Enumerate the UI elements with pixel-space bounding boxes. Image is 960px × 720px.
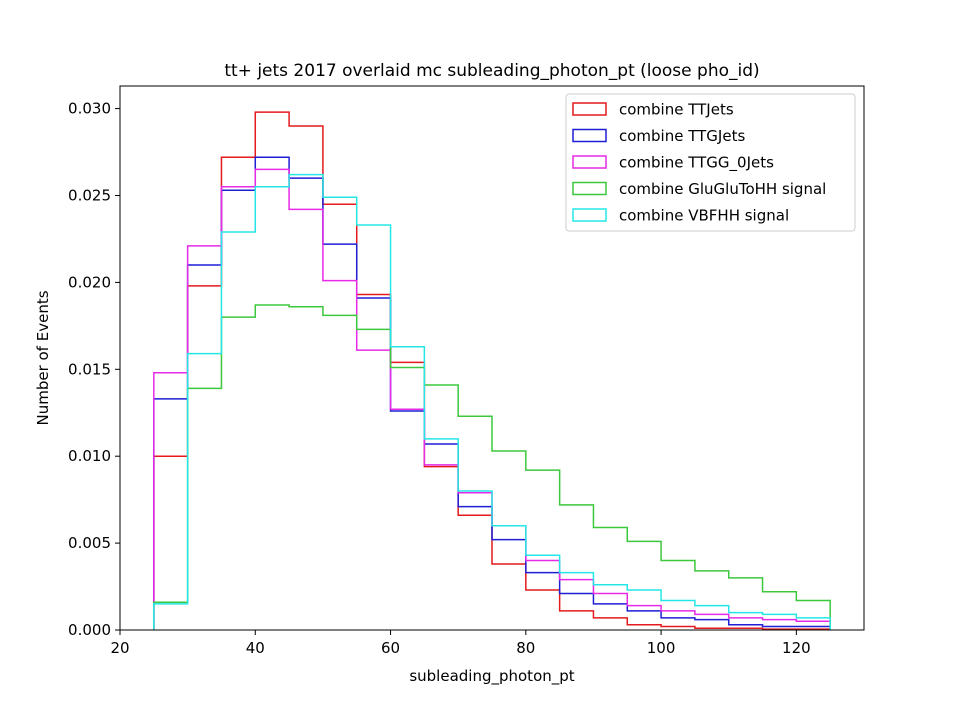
x-tick-label: 40 xyxy=(246,639,265,657)
legend-label: combine VBFHH signal xyxy=(619,207,789,225)
legend: combine TTJets combine TTGJets combine TTG… xyxy=(565,93,856,232)
y-tick-label: 0.015 xyxy=(68,360,111,378)
legend-swatch xyxy=(572,155,607,169)
legend-label: combine TTGJets xyxy=(619,127,745,145)
series-step-0 xyxy=(153,111,831,630)
x-tick-label: 20 xyxy=(110,639,129,657)
series-step-3 xyxy=(153,304,831,630)
y-tick-label: 0.025 xyxy=(68,186,111,204)
legend-swatch xyxy=(572,181,607,196)
y-tick-label: 0.020 xyxy=(68,273,111,291)
legend-swatch xyxy=(572,128,607,143)
legend-swatch xyxy=(572,102,607,116)
x-tick-label: 100 xyxy=(647,639,676,657)
x-axis-label: subleading_photon_pt xyxy=(409,667,574,686)
legend-label: combine TTGG_0Jets xyxy=(619,154,774,173)
x-tick-label: 120 xyxy=(782,639,811,657)
x-axis: 20 40 60 80 100 120 xyxy=(110,630,811,657)
chart-title: tt+ jets 2017 overlaid mc subleading_pho… xyxy=(224,61,759,81)
y-tick-label: 0.030 xyxy=(68,100,111,118)
legend-label: combine GluGluToHH signal xyxy=(619,180,826,198)
x-tick-label: 60 xyxy=(381,639,400,657)
y-axis-label: Number of Events xyxy=(34,290,52,425)
series-step-4 xyxy=(153,173,831,630)
y-tick-label: 0.005 xyxy=(68,534,111,552)
y-tick-label: 0.010 xyxy=(68,447,111,465)
x-tick-label: 80 xyxy=(516,639,535,657)
legend-swatch xyxy=(572,208,607,222)
series-layer xyxy=(153,111,831,630)
legend-label: combine TTJets xyxy=(619,101,734,119)
legend-frame xyxy=(565,93,856,232)
plot-frame xyxy=(119,85,865,631)
y-axis: 0.000 0.005 0.010 0.015 0.020 0.025 0.030 xyxy=(68,100,120,639)
y-tick-label: 0.000 xyxy=(68,621,111,639)
